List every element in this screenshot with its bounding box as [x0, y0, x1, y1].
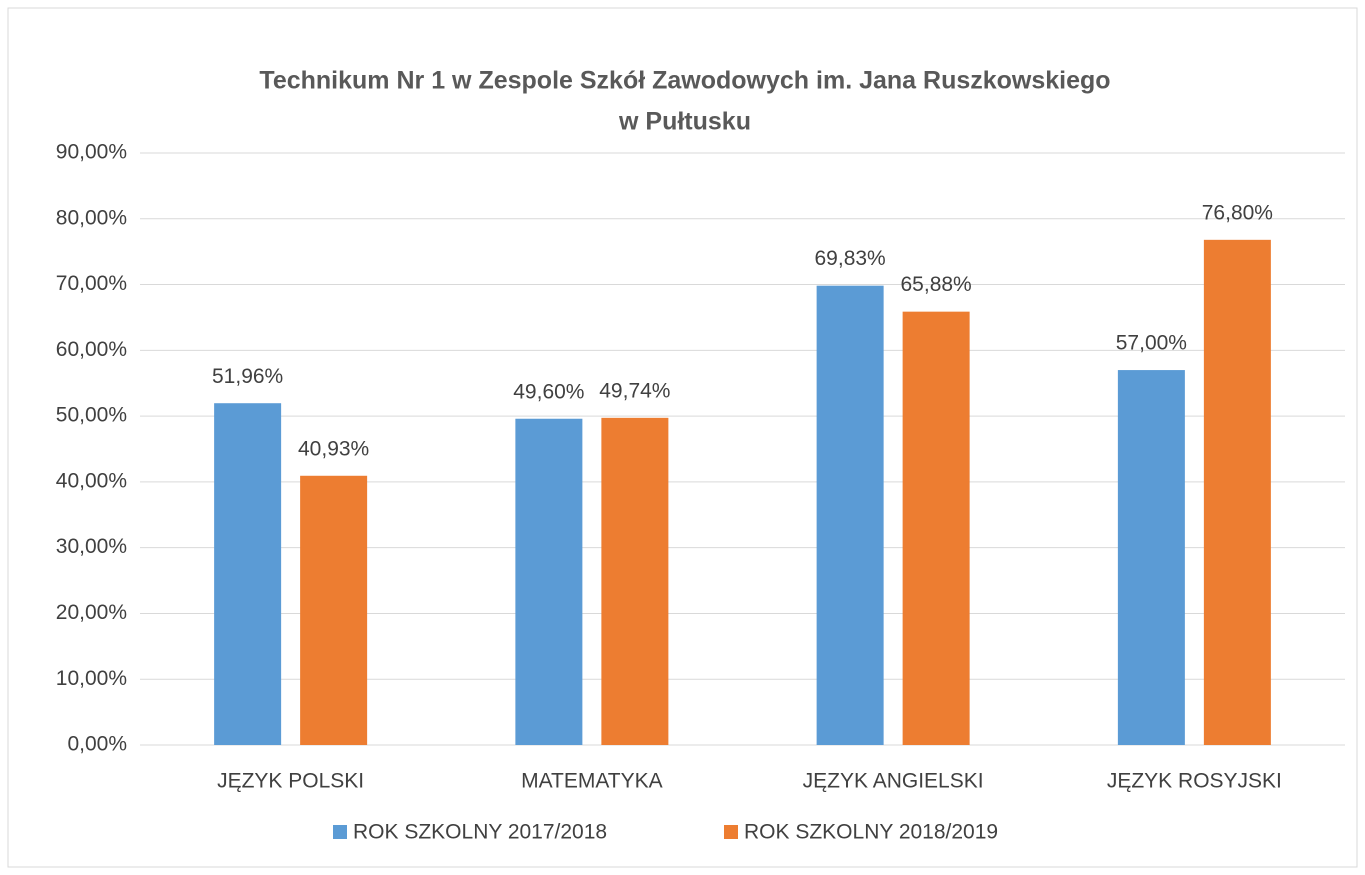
y-tick-label: 20,00%: [56, 601, 127, 624]
x-tick-label: JĘZYK POLSKI: [217, 770, 364, 793]
legend-swatch: [333, 825, 347, 839]
bar: [1117, 370, 1185, 745]
data-label: 49,74%: [599, 379, 670, 402]
y-tick-label: 0,00%: [67, 733, 127, 756]
y-tick-label: 10,00%: [56, 667, 127, 690]
y-tick-label: 40,00%: [56, 469, 127, 492]
y-tick-label: 70,00%: [56, 272, 127, 295]
x-tick-label: JĘZYK ROSYJSKI: [1107, 770, 1282, 793]
chart-title: w Pułtusku: [618, 108, 751, 136]
bar: [816, 285, 884, 745]
data-label: 76,80%: [1202, 201, 1273, 224]
legend-swatch: [724, 825, 738, 839]
data-label: 69,83%: [815, 247, 886, 270]
legend-label: ROK SZKOLNY 2017/2018: [353, 821, 607, 844]
y-tick-label: 60,00%: [56, 338, 127, 361]
bar: [214, 403, 282, 745]
data-label: 40,93%: [298, 437, 369, 460]
data-label: 57,00%: [1116, 332, 1187, 355]
y-tick-label: 30,00%: [56, 535, 127, 558]
data-label: 51,96%: [212, 365, 283, 388]
y-tick-label: 90,00%: [56, 141, 127, 164]
chart-title: Technikum Nr 1 w Zespole Szkół Zawodowyc…: [259, 67, 1110, 95]
y-tick-label: 80,00%: [56, 206, 127, 229]
bar: [300, 475, 368, 745]
x-tick-label: JĘZYK ANGIELSKI: [803, 770, 984, 793]
bar: [515, 418, 583, 745]
data-label: 65,88%: [901, 273, 972, 296]
x-tick-label: MATEMATYKA: [521, 770, 663, 793]
bar: [902, 311, 970, 745]
bar: [1203, 239, 1271, 745]
legend-label: ROK SZKOLNY 2018/2019: [744, 821, 998, 844]
bar: [601, 417, 669, 745]
data-label: 49,60%: [513, 380, 584, 403]
y-tick-label: 50,00%: [56, 404, 127, 427]
